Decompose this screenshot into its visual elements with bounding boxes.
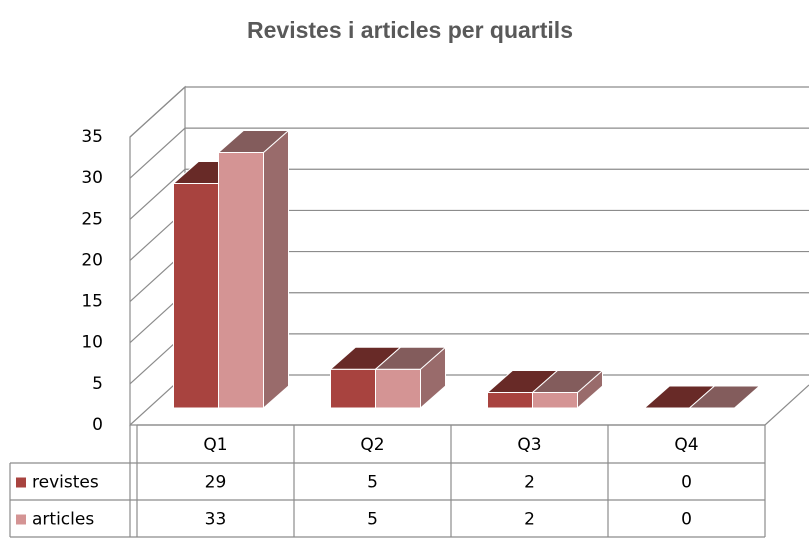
bar-top (374, 346, 447, 370)
bar (173, 182, 219, 409)
bar (330, 368, 376, 409)
y-tick-label: 10 (81, 333, 103, 353)
y-tick-label: 35 (81, 127, 103, 147)
bar-top (531, 370, 604, 394)
table-value: 2 (524, 510, 535, 530)
legend-swatch (16, 477, 26, 488)
y-tick-label: 0 (92, 415, 103, 435)
table-value: 5 (367, 473, 378, 493)
legend-label: articles (32, 510, 94, 530)
bar (532, 392, 578, 409)
y-tick-label: 25 (81, 209, 103, 229)
bar (218, 151, 264, 409)
table-value: 29 (205, 473, 227, 493)
y-tick-label: 5 (92, 374, 103, 394)
y-tick-label: 15 (81, 292, 103, 312)
bar (375, 368, 421, 409)
chart-title: Revistes i articles per quartils (247, 17, 573, 43)
table-value: 0 (681, 473, 692, 493)
y-tick-label: 20 (81, 250, 103, 270)
legend-swatch (16, 514, 26, 525)
x-tick-label: Q2 (360, 435, 384, 455)
x-tick-label: Q1 (203, 435, 227, 455)
x-tick-label: Q3 (517, 435, 541, 455)
bar-top (688, 385, 761, 409)
table-value: 0 (681, 510, 692, 530)
legend-label: revistes (32, 473, 99, 493)
table-value: 33 (205, 510, 227, 530)
grid-line (129, 86, 809, 138)
bar-top (217, 129, 290, 153)
grid-line (129, 127, 809, 179)
bar-side (263, 129, 289, 410)
bar (487, 392, 533, 409)
y-tick-label: 30 (81, 168, 103, 188)
grid-line (129, 168, 809, 220)
table-value: 2 (524, 473, 535, 493)
table-value: 5 (367, 510, 378, 530)
x-tick-label: Q4 (674, 435, 698, 455)
